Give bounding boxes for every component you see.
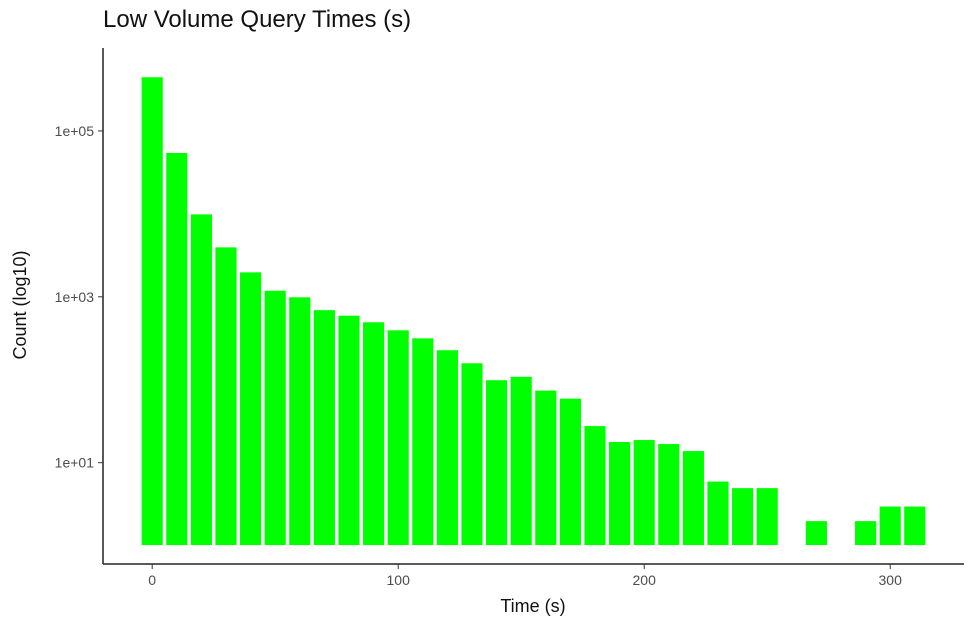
bar <box>878 505 902 547</box>
bar <box>411 337 435 547</box>
bar <box>165 151 189 547</box>
y-axis-title: Count (log10) <box>10 250 30 359</box>
bars-group <box>140 76 927 547</box>
bar <box>632 439 656 547</box>
bar <box>214 246 238 547</box>
bar <box>854 520 878 547</box>
y-axis-ticks: 1e+01 1e+03 1e+05 <box>55 123 103 471</box>
bar <box>583 425 607 547</box>
bar <box>239 271 263 547</box>
bar <box>731 487 755 547</box>
y-tick-label: 1e+05 <box>55 123 95 139</box>
bar <box>706 480 730 547</box>
bar <box>804 520 828 547</box>
bar <box>608 440 632 547</box>
bar <box>509 375 533 547</box>
bar <box>189 213 213 547</box>
x-axis-title: Time (s) <box>500 596 565 616</box>
bar <box>460 362 484 547</box>
bar <box>485 379 509 547</box>
bar <box>337 314 361 547</box>
bar <box>263 289 287 547</box>
x-tick-label: 100 <box>387 572 411 588</box>
bar <box>288 296 312 547</box>
bar <box>435 349 459 547</box>
x-tick-label: 200 <box>633 572 657 588</box>
bar <box>681 450 705 547</box>
bar <box>386 329 410 547</box>
x-tick-label: 0 <box>148 572 156 588</box>
y-tick-label: 1e+03 <box>55 289 95 305</box>
bar <box>903 505 927 547</box>
bar <box>755 487 779 547</box>
x-tick-label: 300 <box>879 572 903 588</box>
bar <box>657 443 681 547</box>
bar <box>362 321 386 547</box>
y-tick-label: 1e+01 <box>55 455 95 471</box>
bar <box>312 309 336 547</box>
chart-title: Low Volume Query Times (s) <box>103 6 412 33</box>
bar <box>534 389 558 547</box>
bar <box>140 76 164 547</box>
x-axis-ticks: 0 100 200 300 <box>148 564 902 588</box>
bar <box>558 397 582 547</box>
